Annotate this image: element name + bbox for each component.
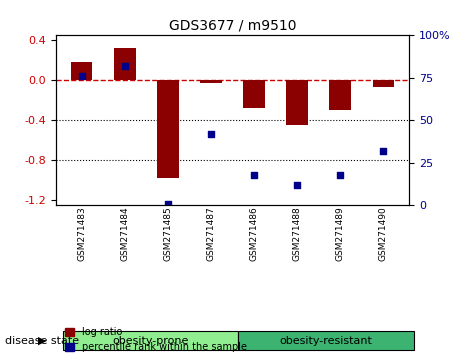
Point [250,172,258,178]
Point [379,148,387,154]
Text: GSM271487: GSM271487 [206,206,215,261]
Bar [330,80,351,110]
Title: GDS3677 / m9510: GDS3677 / m9510 [169,19,296,33]
Text: disease state: disease state [5,336,79,346]
Text: GSM271488: GSM271488 [292,206,302,261]
Text: GSM271490: GSM271490 [379,206,388,261]
Text: ▶: ▶ [38,336,46,346]
Text: GSM271483: GSM271483 [77,206,86,261]
Point [121,63,128,69]
Point [207,131,215,137]
Bar [243,80,265,108]
Point [293,182,301,188]
Point [164,201,172,206]
Text: obesity-resistant: obesity-resistant [280,336,372,346]
Bar [157,80,179,178]
Text: GSM271489: GSM271489 [336,206,345,261]
Bar [114,48,135,80]
Text: GSM271484: GSM271484 [120,206,129,261]
Legend: log ratio, percentile rank within the sample: log ratio, percentile rank within the sa… [60,324,251,354]
Bar [372,80,394,87]
Bar [286,80,308,125]
Bar [71,62,93,80]
Text: GSM271485: GSM271485 [163,206,173,261]
Text: GSM271486: GSM271486 [250,206,259,261]
Text: obesity-prone: obesity-prone [112,336,189,346]
Point [78,73,86,79]
Point [337,172,344,178]
Bar [200,80,222,84]
